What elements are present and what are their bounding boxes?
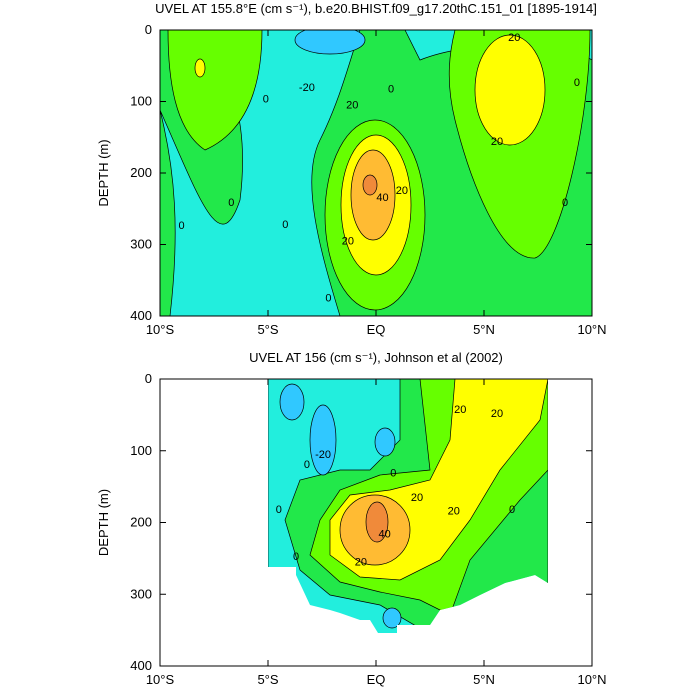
x-tick-label: 5°S	[257, 322, 278, 337]
x-tick-label: 10°N	[577, 322, 606, 337]
y-axis-label: DEPTH (m)	[96, 139, 111, 206]
contour-label: 20	[454, 404, 466, 416]
contour-band	[160, 30, 361, 316]
contour-label: 20	[355, 557, 367, 569]
contour-band	[167, 30, 263, 151]
contour-label: -20	[299, 82, 315, 94]
y-tick-label: 0	[145, 22, 152, 37]
x-tick-label: 5°S	[257, 672, 278, 687]
contour-label: 40	[376, 192, 388, 204]
contour-label: 20	[396, 185, 408, 197]
contour-fill	[160, 30, 592, 316]
contour-label: 0	[263, 93, 269, 105]
chart-title: UVEL AT 155.8°E (cm s⁻¹), b.e20.BHIST.f0…	[155, 1, 597, 16]
contour-band	[474, 34, 546, 146]
contour-label: 0	[179, 220, 185, 232]
contour-band	[350, 149, 396, 241]
contour-label: 0	[282, 219, 288, 231]
contour-band	[362, 174, 378, 196]
contour-label: 20	[508, 32, 520, 44]
y-tick-label: 200	[130, 515, 152, 530]
contour-label: 20	[491, 136, 503, 148]
x-tick-label: 10°S	[146, 322, 175, 337]
y-tick-label: 100	[130, 94, 152, 109]
contour-label: 0	[228, 197, 234, 209]
x-tick-label: 10°S	[146, 672, 175, 687]
contour-label: 20	[491, 408, 503, 420]
contour-label: 20	[448, 506, 460, 518]
contour-label: 20	[342, 236, 354, 248]
y-tick-label: 0	[145, 371, 152, 386]
contour-label: 20	[346, 100, 358, 112]
contour-label: 0	[304, 459, 310, 471]
y-tick-label: 200	[130, 165, 152, 180]
x-tick-label: EQ	[367, 322, 386, 337]
contour-label: 0	[388, 83, 394, 95]
contour-label: 0	[276, 504, 282, 516]
contour-band	[365, 501, 389, 543]
y-tick-label: 300	[130, 586, 152, 601]
contour-band	[374, 427, 396, 457]
y-tick-label: 400	[130, 308, 152, 323]
y-tick-label: 100	[130, 443, 152, 458]
contour-band	[279, 383, 305, 421]
x-tick-label: 10°N	[577, 672, 606, 687]
contour-label: 0	[325, 293, 331, 305]
contour-fill	[268, 379, 548, 633]
contour-band	[382, 607, 402, 629]
contour-label: 0	[390, 468, 396, 480]
contour-label: 0	[509, 504, 515, 516]
chart-title: UVEL AT 156 (cm s⁻¹), Johnson et al (200…	[249, 350, 503, 365]
x-tick-label: EQ	[367, 672, 386, 687]
contour-band	[309, 404, 337, 476]
y-axis-label: DEPTH (m)	[96, 489, 111, 556]
contour-band	[294, 30, 366, 55]
y-tick-label: 300	[130, 237, 152, 252]
contour-label: 40	[379, 529, 391, 541]
contour-label: 20	[411, 492, 423, 504]
x-tick-label: 5°N	[473, 672, 495, 687]
contour-label: 0	[574, 77, 580, 89]
contour-label: -20	[315, 449, 331, 461]
x-tick-label: 5°N	[473, 322, 495, 337]
y-tick-label: 400	[130, 658, 152, 673]
contour-band	[194, 58, 206, 78]
contour-label: 0	[562, 197, 568, 209]
contour-label: 0	[293, 551, 299, 563]
